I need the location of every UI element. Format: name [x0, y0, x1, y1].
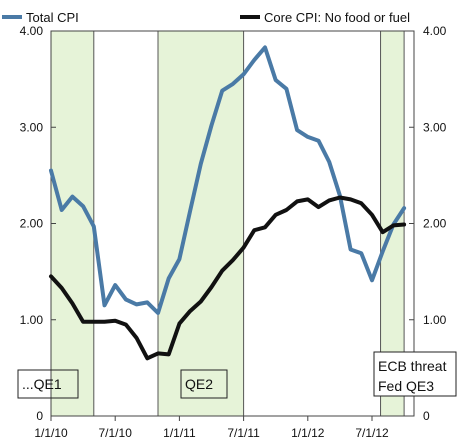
y-tick-label-left: 3.00: [20, 120, 44, 134]
band-label-text-3: Fed QE3: [378, 378, 434, 394]
y-tick-label-left: 0: [36, 409, 43, 423]
x-tick-label: 7/1/10: [99, 426, 133, 440]
legend: Total CPI Core CPI: No food or fuel: [2, 10, 410, 25]
y-tick-label-right: 3.00: [423, 120, 447, 134]
band-label-text-3: ECB threat: [378, 358, 447, 374]
series-line-core-cpi: [49, 195, 407, 361]
y-tick-label-right: 0: [423, 409, 430, 423]
band-label-text-2: QE2: [185, 376, 213, 392]
legend-label-core-cpi: Core CPI: No food or fuel: [264, 10, 410, 25]
legend-label-total-cpi: Total CPI: [26, 10, 79, 25]
band-labels: ...QE1 QE2 ECB threat Fed QE3: [17, 351, 457, 399]
series-lines: [49, 45, 407, 361]
band-label-box-2: [180, 369, 228, 399]
x-tick-label: 1/1/10: [34, 426, 68, 440]
y-tick-label-left: 4.00: [20, 24, 44, 38]
shaded-band-2: [157, 30, 245, 417]
left-y-axis: 0 1.00 2.00 3.00 4.00: [20, 24, 56, 423]
shaded-band-1: [50, 30, 95, 417]
y-tick-label-right: 1.00: [423, 313, 447, 327]
band-label-box-1: [17, 369, 79, 399]
x-tick-label: 7/1/12: [355, 426, 389, 440]
x-axis: 1/1/10 7/1/10 1/1/11 7/1/11 1/1/12 7/1/12: [34, 416, 389, 440]
right-y-axis: 0 1.00 2.00 3.00 4.00: [409, 24, 447, 423]
y-tick-label-right: 2.00: [423, 217, 447, 231]
series-line-total-cpi: [49, 45, 407, 315]
band-label-text-1: ...QE1: [22, 376, 62, 392]
x-tick-label: 1/1/12: [291, 426, 325, 440]
band-label-box-3: [373, 351, 457, 397]
y-tick-label-left: 1.00: [20, 313, 44, 327]
y-tick-label-left: 2.00: [20, 217, 44, 231]
x-tick-label: 7/1/11: [227, 426, 260, 440]
y-tick-label-right: 4.00: [423, 24, 447, 38]
x-tick-label: 1/1/11: [163, 426, 196, 440]
